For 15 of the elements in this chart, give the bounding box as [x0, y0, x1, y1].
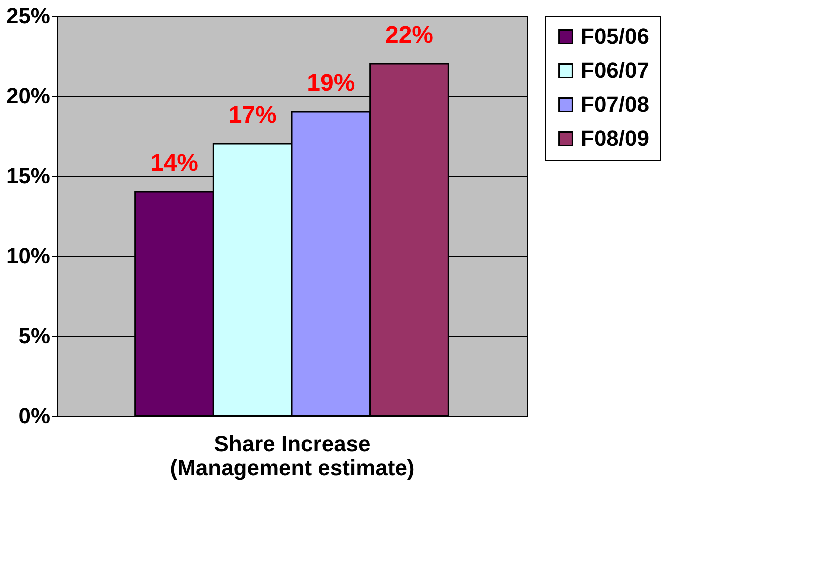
legend-label: F07/08: [581, 92, 650, 117]
data-label: 14%: [150, 150, 199, 177]
y-tick-label: 0%: [18, 404, 50, 428]
y-tick-label: 5%: [18, 324, 50, 348]
data-label: 19%: [307, 70, 356, 97]
x-axis-title: Share Increase (Management estimate): [170, 432, 415, 480]
legend-label: F05/06: [581, 24, 650, 49]
y-tick-label: 20%: [6, 84, 50, 108]
y-tick-label: 25%: [6, 4, 50, 28]
legend-label: F08/09: [581, 126, 650, 151]
y-tick-label: 15%: [6, 164, 50, 188]
y-tick-label: 10%: [6, 244, 50, 268]
data-label: 22%: [385, 22, 434, 49]
legend-label: F06/07: [581, 58, 650, 83]
data-label: 17%: [228, 102, 277, 129]
